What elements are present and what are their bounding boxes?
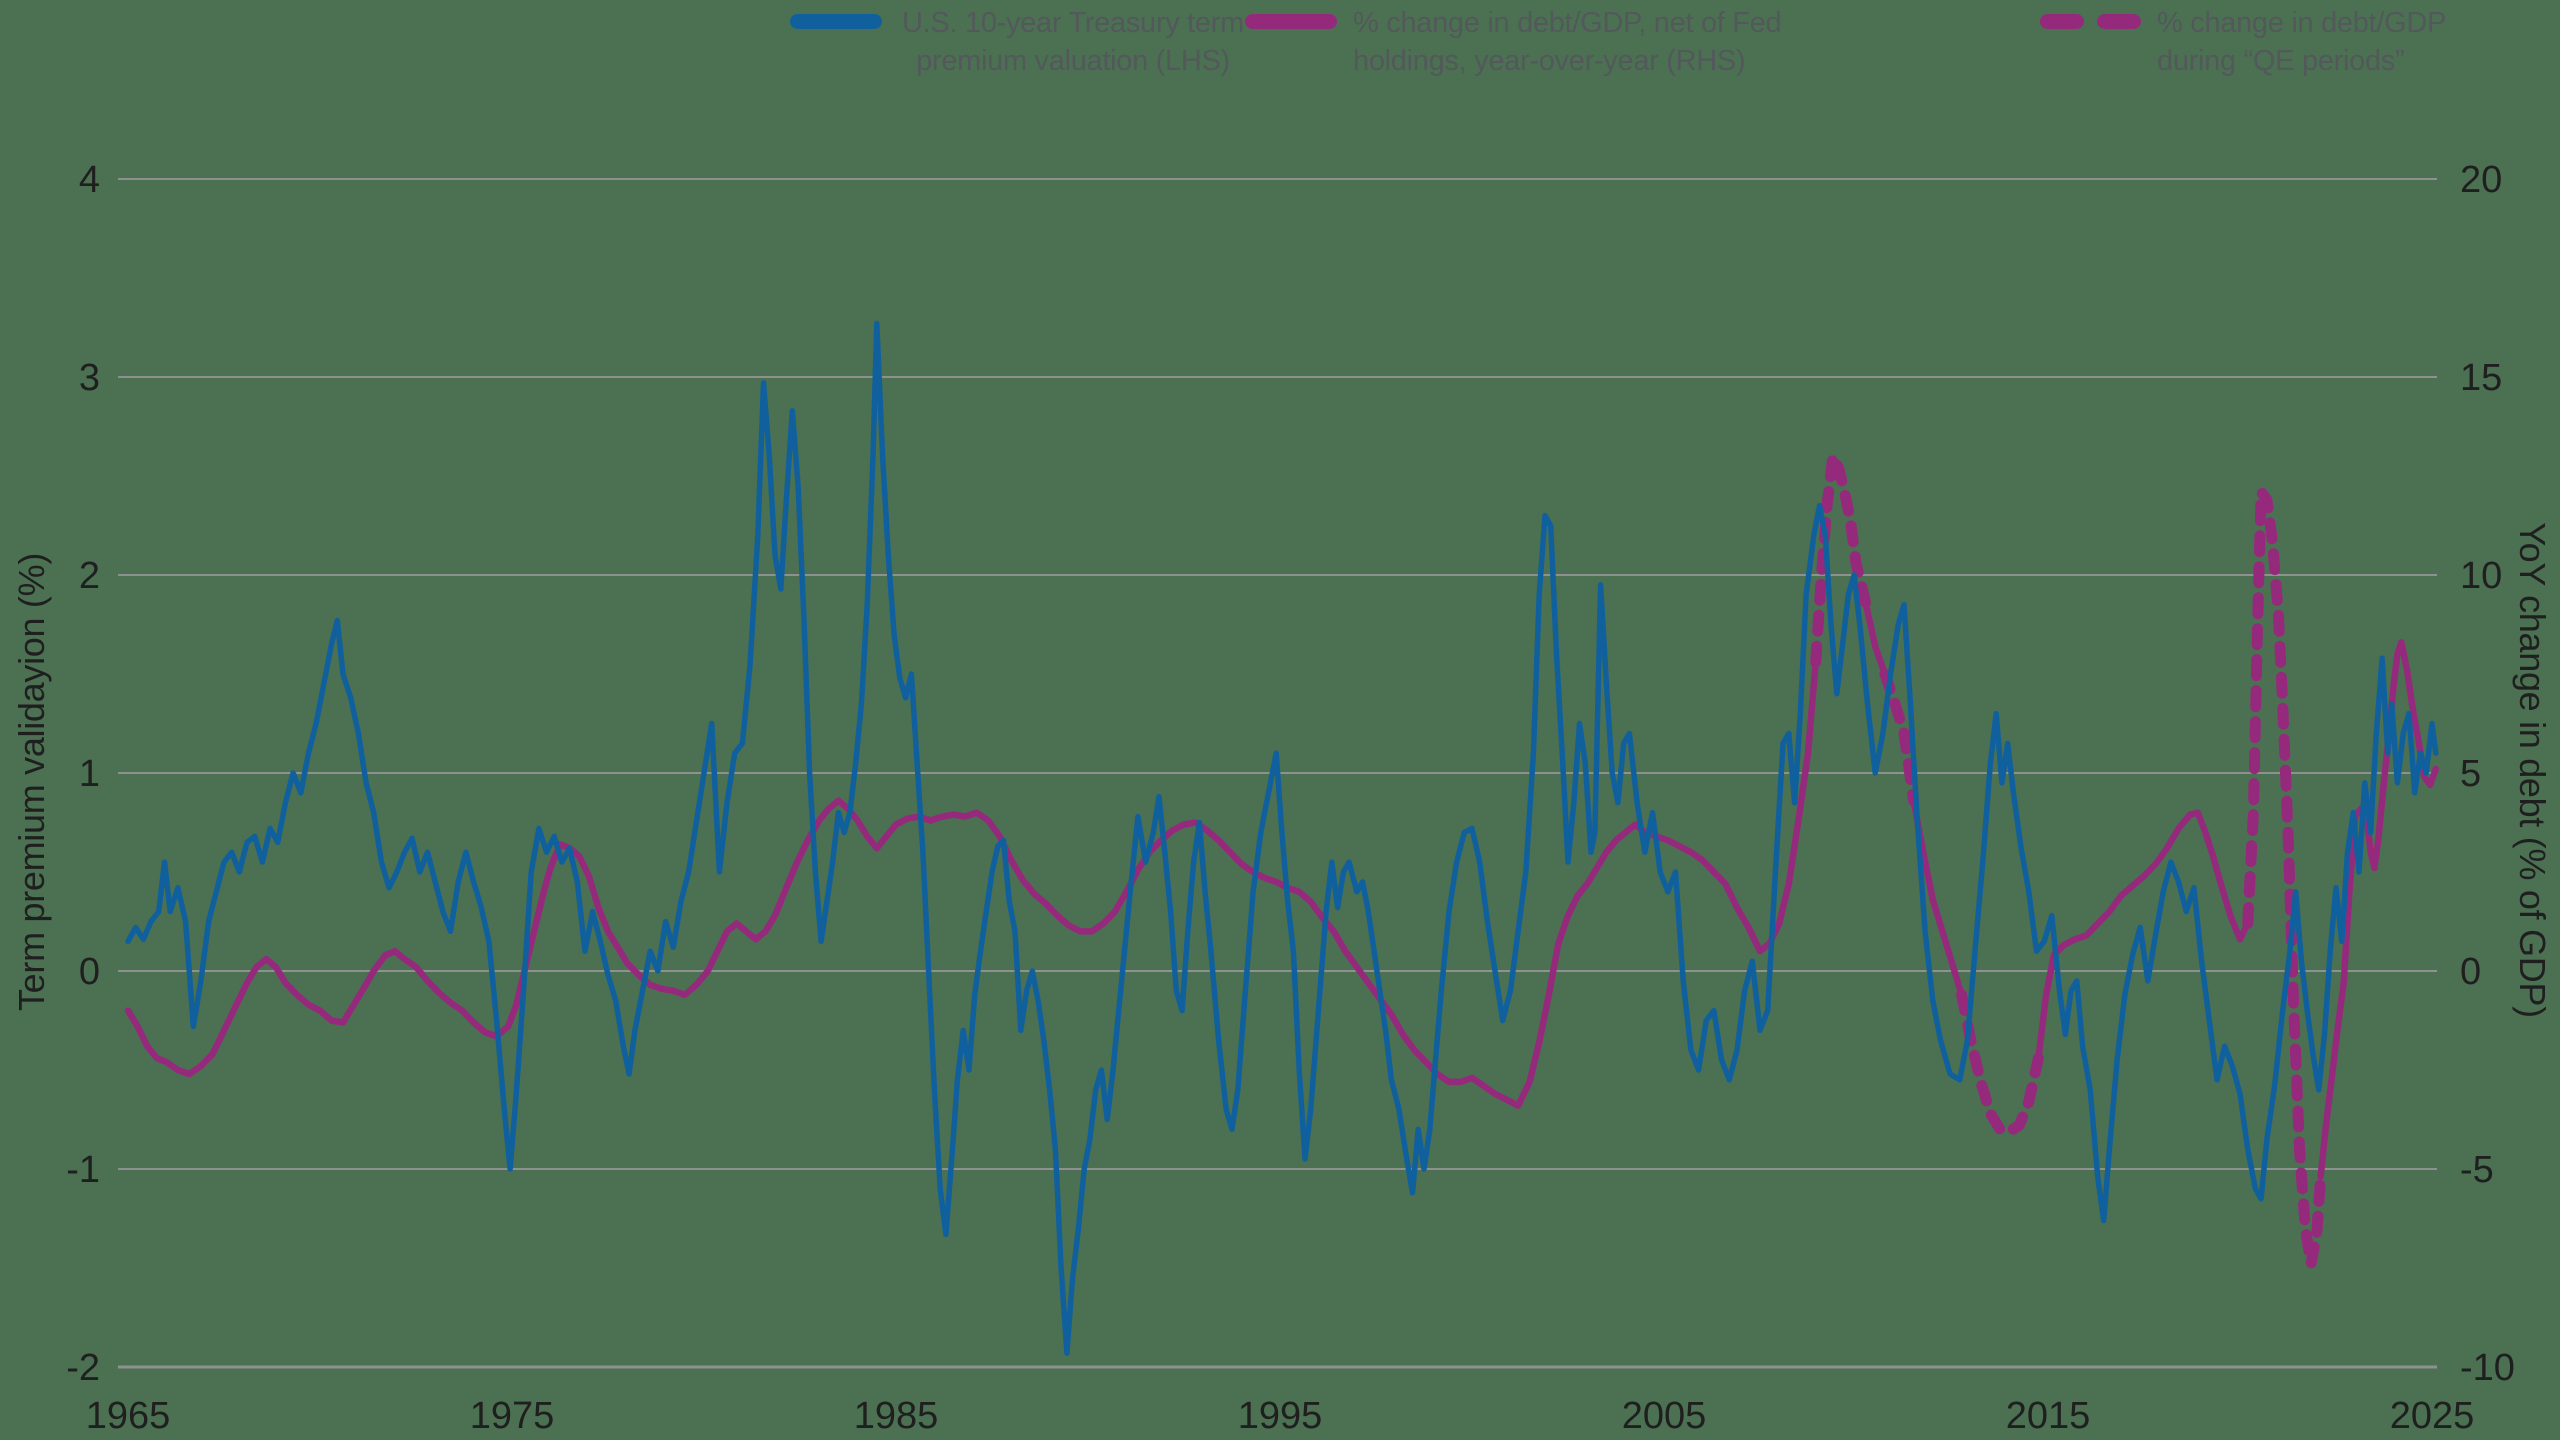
legend-label: U.S. 10-year Treasury term premium valua… <box>902 7 1244 78</box>
series-term-premium <box>125 320 2439 1356</box>
x-axis-tick-label: 1995 <box>1238 1395 1323 1437</box>
series-debt-gdp-solid <box>2317 639 2440 1181</box>
x-axis-tick-label: 2005 <box>1622 1395 1707 1437</box>
left-axis-tick-label: 2 <box>79 555 100 597</box>
legend-label: % change in debt/GDP, net of Fed holding… <box>1353 7 1782 78</box>
right-axis-tick-label: 20 <box>2460 159 2502 201</box>
series-debt-gdp-solid <box>124 658 1819 1109</box>
x-axis-tick-label: 1985 <box>854 1395 939 1437</box>
left-axis-tick-label: 3 <box>79 357 100 399</box>
left-axis-tick-label: -2 <box>66 1347 100 1389</box>
x-axis-tick-label: 1975 <box>470 1395 555 1437</box>
legend-item-term-premium: U.S. 10-year Treasury term premium valua… <box>790 4 1248 81</box>
series-debt-gdp-solid <box>1862 599 1889 678</box>
dash-icon <box>2097 14 2141 29</box>
x-axis-tick-label: 1965 <box>86 1395 171 1437</box>
legend-swatch-blue-line <box>790 14 882 29</box>
x-axis-tick-label: 2025 <box>2390 1395 2475 1437</box>
legend-item-debt-gdp: % change in debt/GDP, net of Fed holding… <box>1245 4 1798 81</box>
series-debt-gdp-qe-dashed <box>2242 486 2327 1270</box>
legend-item-qe-periods: % change in debt/GDP during “QE periods” <box>2040 4 2457 81</box>
left-axis-tick-label: 0 <box>79 951 100 993</box>
left-axis-title: Term premium validayion (%) <box>11 552 52 1012</box>
left-axis-tick-label: -1 <box>66 1149 100 1191</box>
left-axis-tick-label: 4 <box>79 159 100 201</box>
right-axis-tick-label: 15 <box>2460 357 2502 399</box>
legend-swatch-purple-line <box>1245 14 1337 29</box>
series-debt-gdp-qe-dashed <box>1956 989 2044 1137</box>
dash-icon <box>2040 14 2084 29</box>
legend-label: % change in debt/GDP during “QE periods” <box>2157 7 2446 78</box>
legend-swatch-dashed-line <box>2040 14 2141 29</box>
series-debt-gdp-solid <box>2035 809 2251 1062</box>
right-axis-tick-label: -10 <box>2460 1347 2515 1389</box>
left-axis-tick-label: 1 <box>79 753 100 795</box>
right-axis-tick-label: 5 <box>2460 753 2481 795</box>
x-axis-tick-label: 2015 <box>2006 1395 2091 1437</box>
right-axis-tick-label: 10 <box>2460 555 2502 597</box>
right-axis-title: YoY change in debt (% of GDP) <box>2512 522 2553 1018</box>
series-debt-gdp-qe-dashed <box>1810 450 1872 668</box>
right-axis-tick-label: -5 <box>2460 1149 2494 1191</box>
right-axis-tick-label: 0 <box>2460 951 2481 993</box>
